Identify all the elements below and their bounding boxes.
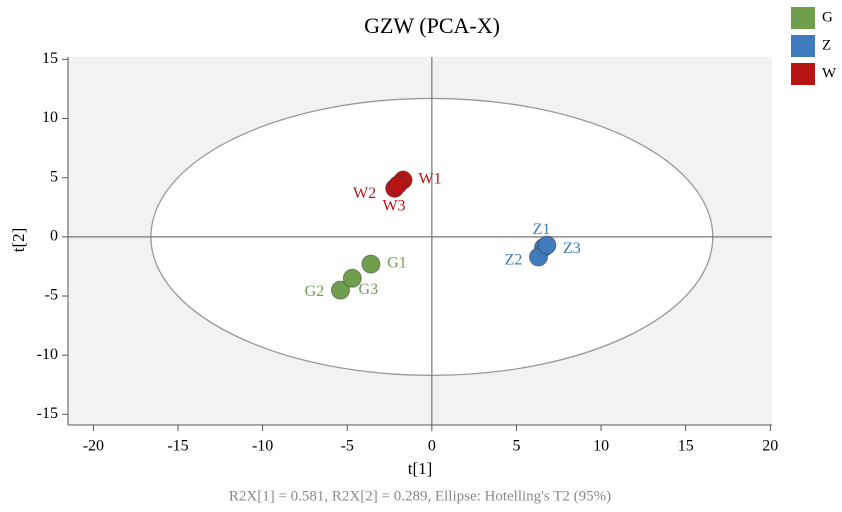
point-label: G1 — [387, 255, 407, 272]
y-axis-label: t[2] — [9, 228, 28, 253]
legend-swatch — [791, 7, 815, 29]
point — [388, 175, 408, 195]
x-tick-label: 15 — [678, 438, 694, 455]
x-tick-label: -15 — [167, 438, 188, 455]
x-tick-label: 5 — [512, 438, 520, 455]
y-tick-label: -5 — [45, 287, 58, 304]
x-axis-label: t[1] — [408, 459, 433, 478]
chart-title: GZW (PCA-X) — [364, 13, 500, 38]
point-label: Z2 — [505, 252, 523, 269]
point-label: G3 — [359, 281, 379, 298]
point-label: W3 — [382, 197, 405, 214]
point — [361, 254, 381, 274]
x-tick-label: -10 — [252, 438, 273, 455]
y-tick-label: -10 — [37, 346, 58, 363]
subtitle: R2X[1] = 0.581, R2X[2] = 0.289, Ellipse:… — [229, 488, 611, 504]
y-tick-label: 15 — [42, 50, 58, 67]
y-tick-label: 0 — [50, 228, 58, 245]
y-tick-label: 10 — [42, 109, 58, 126]
y-tick-label: -15 — [37, 405, 58, 422]
point-label: Z3 — [563, 240, 581, 257]
point — [342, 268, 362, 288]
point-label: Z1 — [533, 221, 551, 238]
legend-label: Z — [822, 37, 831, 53]
point-label: G2 — [305, 283, 325, 300]
point — [537, 235, 557, 255]
x-tick-label: 0 — [428, 438, 436, 455]
x-tick-label: 20 — [762, 438, 778, 455]
x-tick-label: 10 — [593, 438, 609, 455]
x-tick-label: -5 — [341, 438, 354, 455]
y-tick-label: 5 — [50, 168, 58, 185]
legend-label: W — [822, 65, 837, 81]
point-label: W1 — [419, 171, 442, 188]
x-tick-label: -20 — [83, 438, 104, 455]
point — [330, 280, 350, 300]
legend-swatch — [791, 35, 815, 57]
legend-swatch — [791, 63, 815, 85]
legend-label: G — [822, 9, 833, 25]
point-label: W2 — [353, 185, 376, 202]
